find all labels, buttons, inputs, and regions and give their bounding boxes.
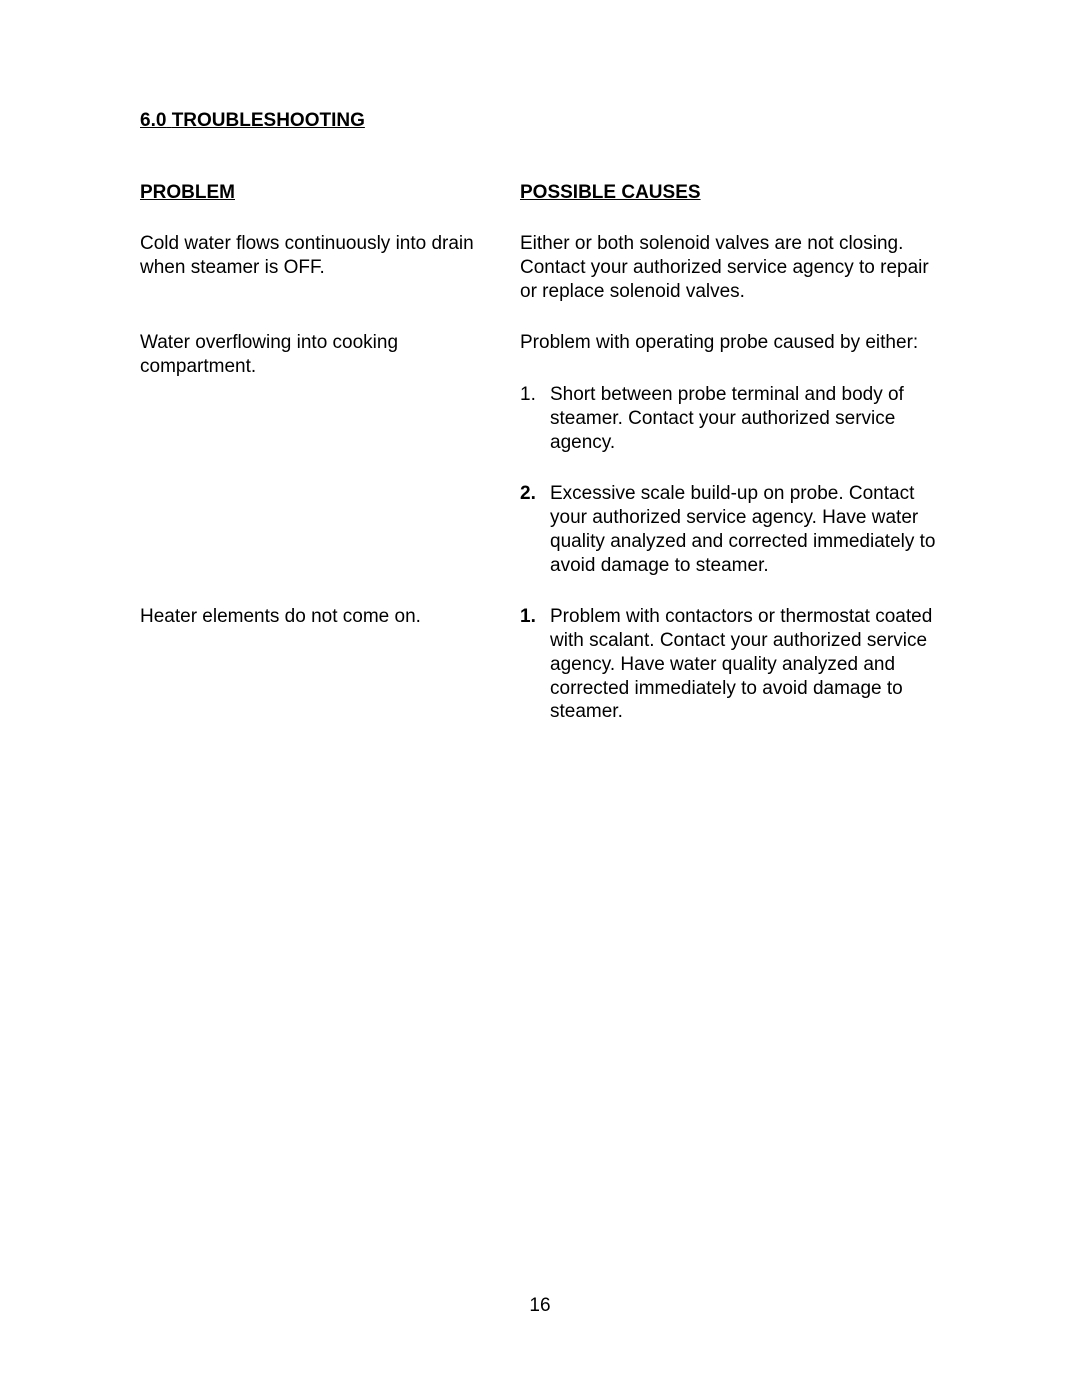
list-text: Problem with contactors or thermostat co… [550,605,940,724]
cause-list-item: 2. Excessive scale build-up on probe. Co… [520,482,940,577]
causes-header: POSSIBLE CAUSES [520,182,940,204]
troubleshoot-row: Water overflowing into cooking compartme… [140,331,940,577]
troubleshoot-row: Cold water flows continuously into drain… [140,232,940,303]
section-title: TROUBLESHOOTING [172,110,365,131]
problem-text: Cold water flows continuously into drain… [140,232,480,280]
page-number: 16 [0,1295,1080,1317]
troubleshoot-row: Heater elements do not come on. 1. Probl… [140,605,940,724]
cause-text: Either or both solenoid valves are not c… [520,232,940,303]
cause-list-item: 1. Problem with contactors or thermostat… [520,605,940,724]
column-headers: PROBLEM POSSIBLE CAUSES [140,182,940,232]
section-header: 6.0 TROUBLESHOOTING [140,110,940,132]
document-page: 6.0 TROUBLESHOOTING PROBLEM POSSIBLE CAU… [0,0,1080,724]
section-number: 6.0 [140,110,166,131]
list-number: 1. [520,605,550,724]
list-number: 1. [520,383,550,454]
problem-header: PROBLEM [140,182,480,204]
list-text: Short between probe terminal and body of… [550,383,940,454]
cause-list-item: 1. Short between probe terminal and body… [520,383,940,454]
problem-text: Heater elements do not come on. [140,605,480,629]
problem-text: Water overflowing into cooking compartme… [140,331,480,379]
list-text: Excessive scale build-up on probe. Conta… [550,482,940,577]
cause-intro: Problem with operating probe caused by e… [520,331,940,355]
list-number: 2. [520,482,550,577]
